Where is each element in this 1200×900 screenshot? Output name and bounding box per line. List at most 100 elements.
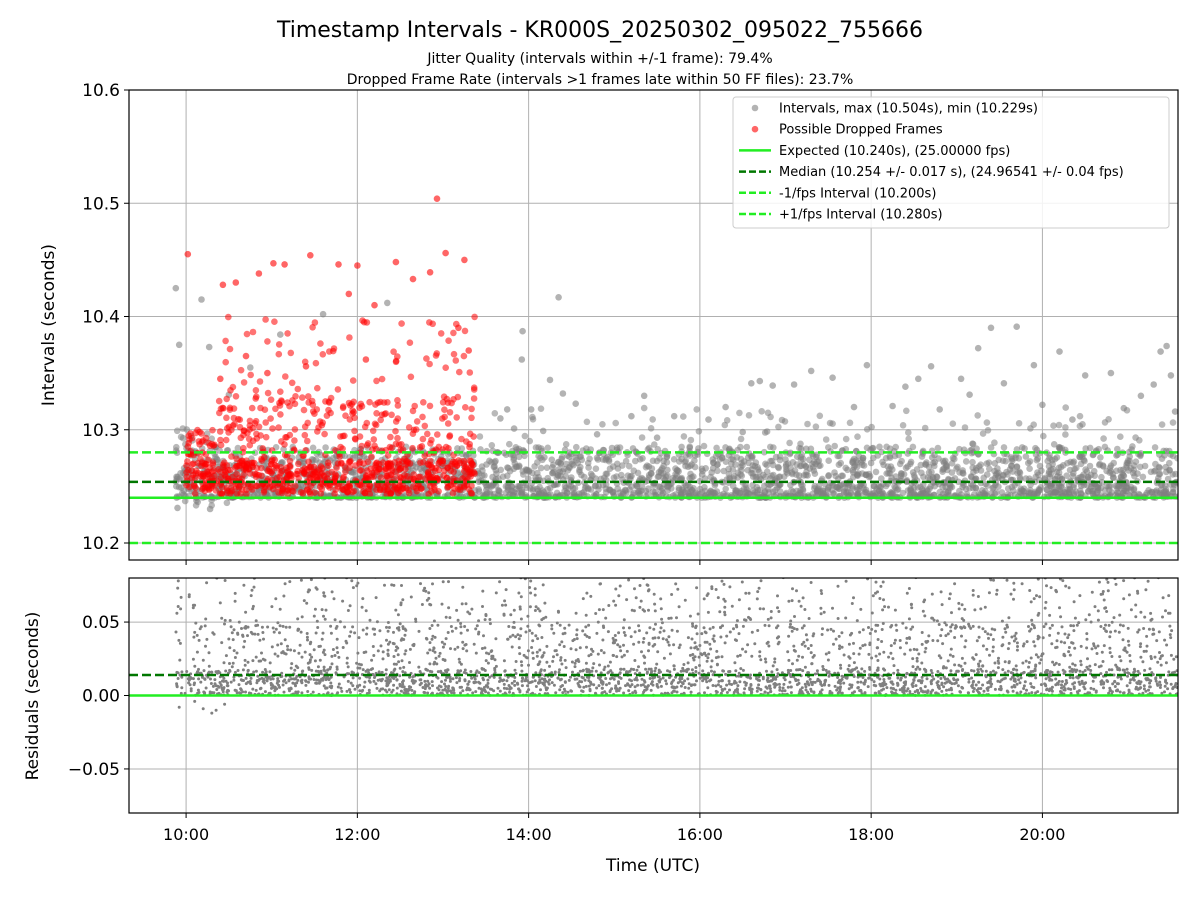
residual-point [755, 689, 759, 693]
residual-point [778, 686, 782, 689]
residual-point [714, 588, 718, 591]
residual-point [716, 596, 720, 600]
dropped-frame-point [346, 334, 353, 341]
dropped-frame-point [394, 402, 402, 409]
residual-point [438, 651, 442, 655]
residual-point [176, 677, 180, 680]
interval-point [1171, 408, 1178, 415]
dropped-frame-point [446, 409, 454, 416]
residual-point [683, 686, 687, 689]
residual-point [976, 595, 980, 598]
residual-point [840, 691, 844, 695]
legend-label: Median (10.254 +/- 0.017 s), (24.96541 +… [779, 165, 1124, 180]
interval-point [782, 456, 789, 463]
dropped-frame-point [426, 402, 434, 410]
dropped-frame-point [395, 489, 402, 497]
residual-point [365, 632, 369, 636]
residual-point [1032, 597, 1036, 601]
dropped-frame-point [290, 488, 297, 495]
residual-point [251, 604, 255, 608]
residual-point [840, 645, 844, 649]
dropped-frame-point [435, 460, 442, 467]
residual-point [809, 644, 813, 647]
interval-point [565, 485, 572, 493]
residual-point [407, 685, 411, 689]
dropped-frame-point [373, 486, 380, 494]
dropped-frame-point [205, 471, 213, 479]
residual-point [459, 625, 463, 629]
residual-point [224, 654, 228, 658]
residual-point [1089, 669, 1093, 672]
residual-point [1072, 668, 1076, 672]
interval-point [592, 490, 600, 498]
residual-point [444, 615, 448, 619]
residual-point [331, 648, 335, 651]
residual-point [1055, 639, 1059, 643]
interval-point [803, 445, 810, 453]
residual-point [996, 666, 1000, 670]
residual-point [191, 606, 195, 610]
interval-point [957, 375, 965, 383]
interval-point [797, 440, 804, 448]
residual-point [1001, 668, 1005, 672]
dropped-frame-point [271, 462, 279, 469]
interval-point [559, 390, 567, 397]
residual-point [452, 691, 456, 695]
residual-point [268, 670, 272, 674]
interval-point [783, 468, 790, 476]
interval-point [693, 406, 700, 413]
dropped-frame-point [326, 399, 333, 406]
interval-point [507, 487, 515, 494]
residual-point [991, 645, 995, 649]
residual-point [799, 688, 802, 692]
dropped-frame-point [212, 487, 220, 494]
residual-point [952, 678, 956, 682]
dropped-frame-point [364, 440, 372, 447]
residual-point [920, 631, 924, 634]
residual-point [989, 677, 993, 681]
residual-point [653, 609, 657, 613]
residual-point [433, 650, 437, 654]
dropped-frame-point [441, 406, 448, 414]
dropped-frame-point [295, 475, 303, 482]
interval-point [1089, 490, 1097, 498]
interval-point [556, 468, 564, 476]
interval-point [1076, 412, 1084, 420]
residual-point [321, 631, 325, 635]
residual-point [641, 640, 645, 644]
dropped-frame-point [223, 414, 230, 422]
residual-point [197, 667, 200, 671]
interval-point [722, 485, 729, 493]
residual-point [905, 636, 909, 640]
residual-point [662, 629, 666, 633]
interval-point [898, 470, 905, 478]
residual-point [602, 626, 606, 629]
residual-point [360, 605, 364, 609]
residual-point [174, 630, 178, 634]
residual-point [395, 686, 399, 690]
interval-point [961, 424, 969, 431]
dropped-frame-point [268, 482, 276, 490]
dropped-frame-point [249, 328, 257, 336]
dropped-frame-point [281, 261, 288, 268]
interval-point [599, 421, 606, 428]
residual-point [1048, 626, 1052, 630]
interval-point [640, 392, 648, 400]
dropped-frame-point [279, 485, 287, 493]
residual-point [408, 675, 412, 679]
intervals-y-tick-label: 10.3 [82, 421, 120, 441]
residual-point [824, 668, 828, 672]
dropped-frame-point [395, 441, 403, 448]
residual-point [538, 660, 542, 664]
residual-point [526, 624, 530, 628]
interval-point [707, 487, 714, 495]
interval-point [1049, 488, 1056, 496]
interval-point [926, 475, 934, 483]
interval-point [763, 461, 771, 469]
residual-point [573, 665, 577, 669]
residual-point [441, 688, 445, 692]
dropped-frame-point [268, 469, 275, 477]
interval-point [902, 464, 910, 472]
interval-point [713, 444, 720, 452]
legend-box [732, 96, 1170, 229]
